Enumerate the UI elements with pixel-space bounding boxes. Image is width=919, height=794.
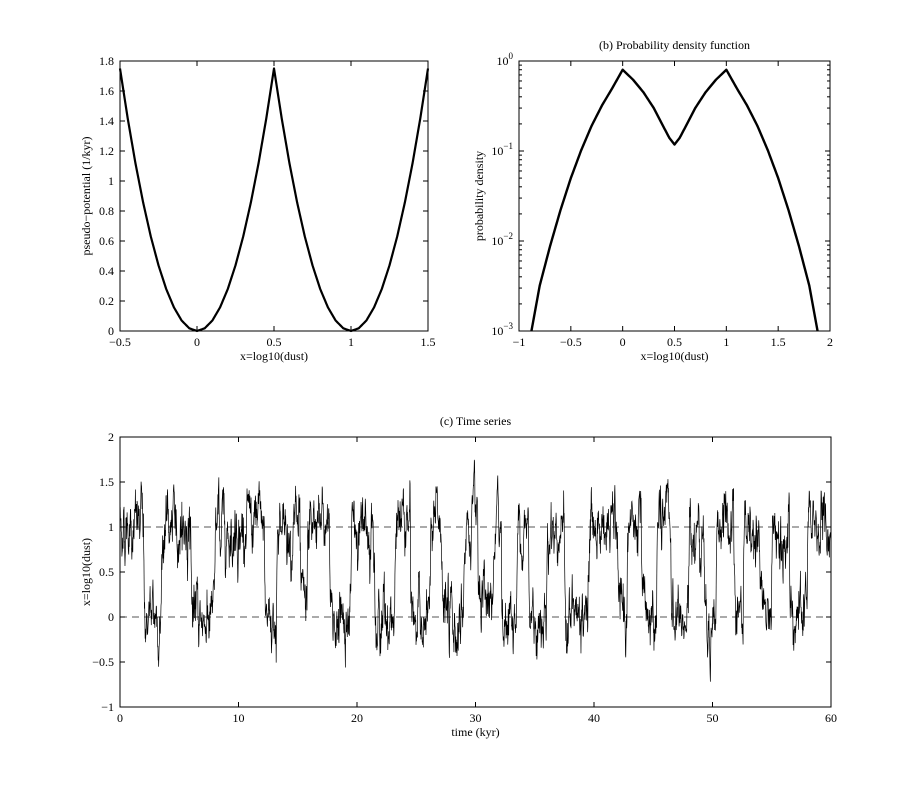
panel-b-y-tick-label: 10−3 (491, 321, 513, 338)
panel-a-x-tick-label: 0.5 (267, 335, 282, 349)
panel-b-x-tick-label: 2 (827, 335, 833, 349)
panel-a-y-tick-label: 1.2 (99, 144, 114, 158)
panel-b-y-axis-label: probability density (472, 151, 486, 241)
panel-c-plot-content (119, 459, 832, 682)
panel-b-x-tick-label: 0.5 (667, 335, 682, 349)
panel-b-x-tick-label: −1 (513, 335, 526, 349)
panel-a-pseudo-potential: −0.5 0 0.5 1 1.500.20.40.60.811.21.41.61.8 x… (79, 54, 436, 363)
panel-b-x-tick-label: 1.5 (771, 335, 786, 349)
panel-b-x-tick-label: 0 (620, 335, 626, 349)
panel-c-y-tick-label: 1.5 (99, 475, 114, 489)
panel-c-x-tick-label: 0 (117, 711, 123, 725)
panel-a-plot-content (118, 67, 430, 333)
panel-c-ticks: 0 10 20 30 40 50 60 −1 −0.5 0 0.5 1 1.5 2 (92, 430, 837, 725)
panel-c-series-line (119, 459, 832, 682)
panel-a-x-tick-label: 1.5 (421, 335, 436, 349)
panel-b-x-tick-label: −0.5 (560, 335, 582, 349)
panel-a-y-tick-label: 1 (108, 174, 114, 188)
panel-c-y-axis-label: x=log10(dust) (79, 538, 93, 606)
panel-b-plot-content (530, 68, 819, 332)
panel-b-x-axis-label: x=log10(dust) (640, 349, 708, 363)
panel-c-x-tick-label: 30 (470, 711, 482, 725)
panel-b-y-tick-label: 10−2 (491, 231, 513, 248)
panel-b-title: (b) Probability density function (599, 38, 750, 52)
panel-b-y-tick-label: 10−1 (491, 141, 513, 158)
panel-a-y-tick-label: 0.6 (99, 234, 114, 248)
panel-b-probability-density: −1 −0.5 0 0.5 1 1.5 2 10−3 10−2 10−1 100 (b) Proba… (472, 38, 833, 363)
panel-c-y-tick-label: 1 (108, 520, 114, 534)
panel-c-x-tick-label: 60 (825, 711, 837, 725)
panel-b-series-line (530, 68, 819, 332)
panel-c-x-tick-label: 10 (233, 711, 245, 725)
panel-c-y-tick-label: 2 (108, 430, 114, 444)
panel-c-y-tick-label: −0.5 (92, 655, 114, 669)
panel-a-y-tick-label: 1.4 (99, 114, 114, 128)
panel-a-x-tick-label: −0.5 (109, 335, 131, 349)
panel-a-x-tick-label: 0 (194, 335, 200, 349)
panel-a-x-tick-label: 1 (348, 335, 354, 349)
panel-c-x-tick-label: 20 (351, 711, 363, 725)
panel-a-y-tick-label: 0.4 (99, 264, 114, 278)
panel-c-x-tick-label: 50 (707, 711, 719, 725)
panel-c-time-series: 0 10 20 30 40 50 60 −1 −0.5 0 0.5 1 1.5 2 (c) Time se… (79, 414, 837, 739)
panel-a-y-tick-label: 1.8 (99, 54, 114, 68)
panel-c-x-tick-label: 40 (588, 711, 600, 725)
panel-c-y-tick-label: 0.5 (99, 565, 114, 579)
panel-a-y-tick-label: 0.2 (99, 294, 114, 308)
panel-c-x-axis-label: time (kyr) (451, 725, 499, 739)
panel-a-y-tick-label: 1.6 (99, 84, 114, 98)
panel-a-y-axis-label: pseudo−potential (1/kyr) (79, 136, 93, 255)
panel-a-x-axis-label: x=log10(dust) (240, 349, 308, 363)
panel-c-y-tick-label: 0 (108, 610, 114, 624)
panel-b-y-tick-label: 100 (497, 51, 514, 68)
panel-b-ticks: −1 −0.5 0 0.5 1 1.5 2 10−3 10−2 10−1 100 (491, 51, 833, 349)
panel-a-series-line (118, 67, 430, 333)
panel-a-ticks: −0.5 0 0.5 1 1.500.20.40.60.811.21.41.61.8 (99, 54, 436, 349)
panel-c-title: (c) Time series (440, 414, 512, 428)
panel-a-y-tick-label: 0.8 (99, 204, 114, 218)
panel-c-y-tick-label: −1 (101, 700, 114, 714)
panel-a-y-tick-label: 0 (108, 324, 114, 338)
panel-b-x-tick-label: 1 (723, 335, 729, 349)
